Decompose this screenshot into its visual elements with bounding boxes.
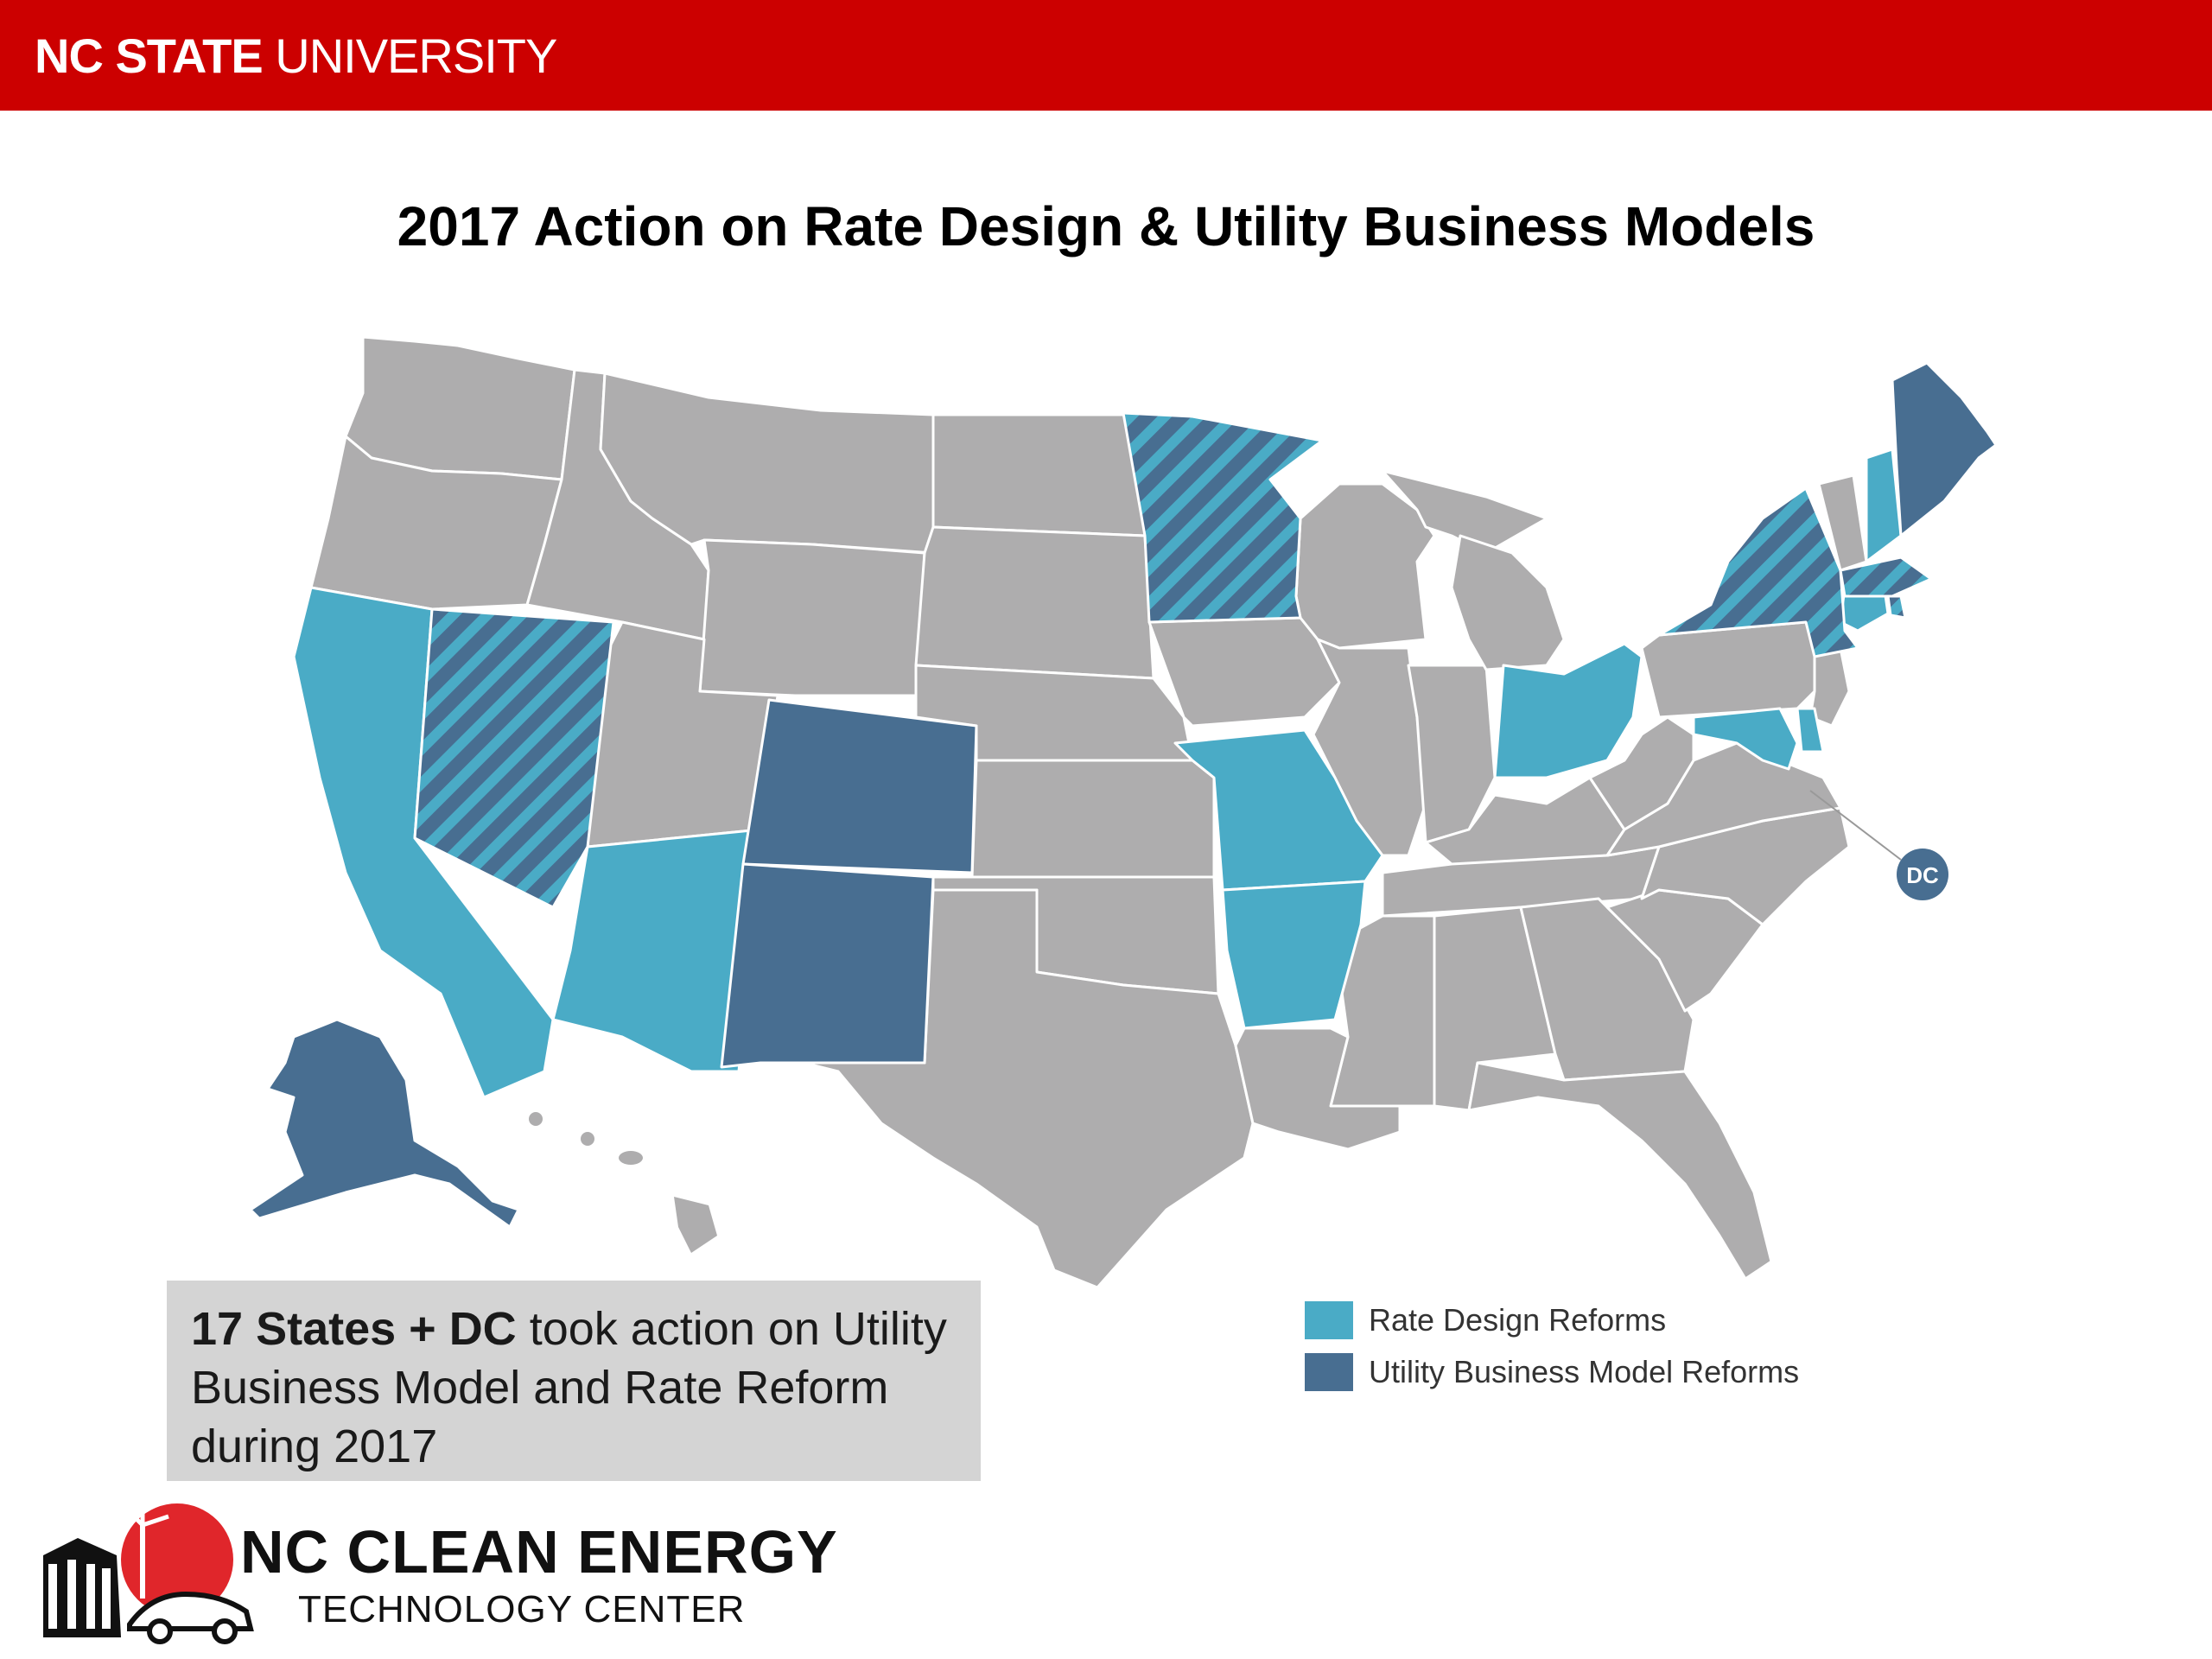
no-action-states [309,335,1868,1289]
state-DE [1796,707,1825,753]
dc-label: DC [1906,862,1939,888]
state-IL [1312,638,1427,857]
state-OH [1493,642,1643,779]
state-MI-lower [1450,534,1566,671]
both-reforms-states [413,411,1933,909]
state-KS [970,759,1216,879]
dc-marker [1897,849,1948,900]
state-ME [1891,361,1998,537]
state-WY [698,538,926,697]
business-model-states [249,361,1998,1229]
state-HI [529,1112,717,1253]
state-WA [344,335,576,481]
state-RI [1886,594,1907,620]
state-MN [1122,411,1324,624]
legend-label: Rate Design Reforms [1369,1302,1667,1338]
clean-energy-logo [43,1495,254,1644]
logo-line-1: NC CLEAN ENERGY [240,1518,838,1586]
logo-line-2: TECHNOLOGY CENTER [298,1588,746,1630]
state-ND [931,413,1147,537]
state-MD [1692,707,1799,771]
university-name: NC STATE UNIVERSITY [35,29,557,83]
state-NV [413,607,615,909]
legend-swatch-business-model [1305,1353,1353,1391]
header-bar: NC STATE UNIVERSITY [0,0,2212,111]
state-AK [249,1018,520,1229]
state-AR [1221,880,1367,1030]
summary-box: 17 States + DC took action on Utility Bu… [167,1281,981,1481]
state-LA [1234,1027,1402,1151]
legend-swatch-rate-design [1305,1301,1353,1339]
state-CO [741,698,978,874]
state-NM [720,862,935,1069]
state-FL [1467,1061,1773,1281]
state-SD [914,525,1155,680]
page-title: 2017 Action on Rate Design & Utility Bus… [397,195,1815,257]
state-TX [802,888,1255,1289]
state-MO [1173,728,1384,892]
state-MA [1839,556,1933,598]
legend-label: Utility Business Model Reforms [1369,1354,1800,1389]
state-WI [1294,482,1436,650]
rate-design-states [292,448,1903,1099]
state-PA [1640,620,1825,719]
dc-leader-line [1809,790,1902,861]
